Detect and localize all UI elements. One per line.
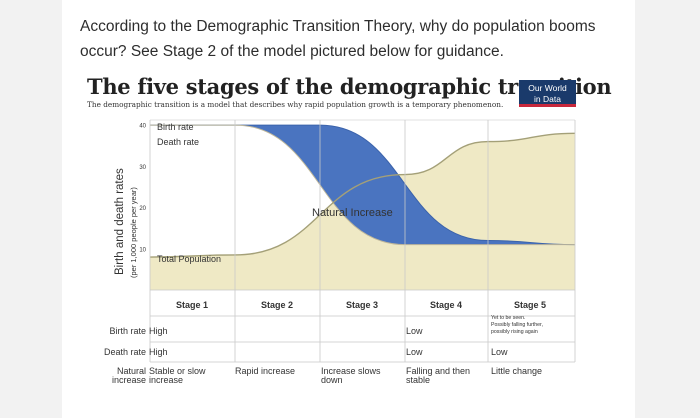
- y-tick-label: 30: [139, 165, 146, 171]
- table-cell: down: [321, 375, 343, 385]
- table-cell: Low: [491, 347, 508, 357]
- logo-line-2: in Data: [534, 93, 561, 104]
- chart-subtitle: The demographic transition is a model th…: [87, 100, 504, 109]
- table-cell: stable: [406, 375, 430, 385]
- question-text: According to the Demographic Transition …: [80, 18, 596, 60]
- total-population-label: Total Population: [157, 254, 221, 264]
- row-label: Birth rate: [109, 326, 146, 336]
- stage5-note-2: Possibly falling further,: [491, 322, 543, 328]
- row-label: Natural: [117, 366, 146, 376]
- y-tick-label: 40: [139, 124, 146, 130]
- table-cell: Little change: [491, 366, 542, 376]
- y-axis-label: Birth and death rates: [114, 168, 126, 275]
- logo-line-1: Our World: [528, 83, 567, 93]
- table-cell: Increase slows: [321, 366, 381, 376]
- y-axis-unit: (per 1,000 people per year): [129, 187, 138, 278]
- table-cell: Low: [406, 326, 423, 336]
- table-cell: Stable or slow: [149, 366, 206, 376]
- table-cell: Falling and then: [406, 366, 470, 376]
- natural-increase-area: [150, 125, 575, 245]
- death-rate-label: Death rate: [157, 137, 199, 147]
- y-tick-label: 20: [139, 206, 146, 212]
- stage-header-3: Stage 3: [346, 300, 378, 310]
- stage5-note-1: Yet to be seen.: [491, 315, 525, 321]
- stage-header-2: Stage 2: [261, 300, 293, 310]
- table-cell: increase: [149, 375, 183, 385]
- stage-header-5: Stage 5: [514, 300, 546, 310]
- stage5-note-3: possibly rising again: [491, 329, 538, 335]
- death-rate-line: [150, 124, 575, 246]
- owid-logo: Our World in Data: [519, 80, 576, 107]
- stage-header-4: Stage 4: [430, 300, 462, 310]
- table-cell: Low: [406, 347, 423, 357]
- natural-increase-label: Natural Increase: [312, 207, 393, 219]
- birth-rate-label: Birth rate: [157, 122, 194, 132]
- population-line: [149, 132, 576, 258]
- row-label: Death rate: [104, 347, 146, 357]
- table-cell: High: [149, 326, 168, 336]
- stage-header-1: Stage 1: [176, 300, 208, 310]
- table-cell: High: [149, 347, 168, 357]
- row-label: increase: [112, 375, 146, 385]
- y-tick-label: 10: [139, 247, 146, 253]
- table-cell: Rapid increase: [235, 366, 295, 376]
